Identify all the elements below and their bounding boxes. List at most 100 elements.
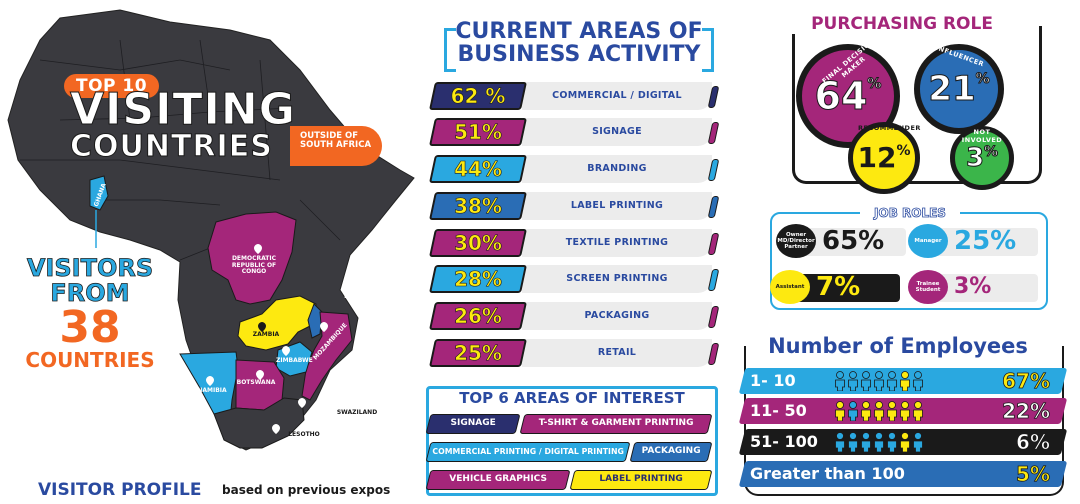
person-icon <box>874 371 884 391</box>
interest-chip-label: LABEL PRINTING <box>599 474 683 484</box>
purchasing-unit: % <box>984 144 999 160</box>
biz-pct: 38% <box>454 194 502 219</box>
employee-pct: 6% <box>1016 430 1051 455</box>
job-role-item: Owner MD/Director Partner 65% <box>776 224 908 258</box>
pin-zimbabwe-icon <box>282 346 290 356</box>
pin-botswana-icon <box>256 370 264 380</box>
biz-pct: 26% <box>454 304 502 329</box>
interest-chip: T-SHIRT & GARMENT PRINTING <box>519 414 713 434</box>
job-role-badge: Trainee Student <box>908 270 948 304</box>
job-role-badge: Manager <box>908 224 948 258</box>
visitors-line4: COUNTRIES <box>25 348 155 373</box>
biz-label: SIGNAGE <box>592 126 642 137</box>
employee-range: 11- 50 <box>750 401 807 420</box>
biz-row: 26% PACKAGING <box>429 302 722 332</box>
purchasing-label: RECOMMENDER <box>858 124 921 132</box>
biz-label: COMMERCIAL / DIGITAL PRINTING <box>552 90 682 129</box>
interest-chip: PACKAGING <box>629 442 713 462</box>
person-icon <box>835 432 845 452</box>
label-drc: DEMOCRATIC REPUBLIC OF CONGO <box>231 255 277 276</box>
mozambique-region <box>301 311 353 401</box>
job-role-value: 65% <box>822 226 885 256</box>
biz-pct-bar: 28% <box>429 265 527 293</box>
label-zambia: ZAMBIA <box>252 331 280 338</box>
biz-pct-bar: 26% <box>429 302 527 330</box>
label-swaziland: SWAZILAND <box>336 409 378 416</box>
label-lesotho: LESOTHO <box>288 431 320 438</box>
label-botswana: BOTSWANA <box>236 379 276 386</box>
purchasing-value: 3 <box>965 143 985 173</box>
biz-row: 62 % COMMERCIAL / DIGITAL PRINTING <box>429 82 722 129</box>
person-icon <box>900 401 910 421</box>
job-role-item: Trainee Student 3% <box>908 270 1042 304</box>
employee-range: Greater than 100 <box>750 464 905 483</box>
based-on-note: based on previous expos <box>222 483 391 497</box>
biz-row: 38% LABEL PRINTING <box>429 192 722 222</box>
person-icon <box>887 371 897 391</box>
job-role-badge: Owner MD/Director Partner <box>776 224 816 258</box>
map-panel: TOP 10 VISITING COUNTRIES OUTSIDE OF SOU… <box>0 0 420 504</box>
purchasing-unit: % <box>867 76 882 92</box>
job-role-item: Manager 25% <box>908 224 1042 258</box>
person-icon <box>861 432 871 452</box>
purchasing-value: 21 <box>928 69 976 109</box>
biz-label: RETAIL <box>597 347 637 358</box>
interest-chip-label: PACKAGING <box>641 446 701 456</box>
employee-row: 11- 50 22% <box>738 398 1068 424</box>
pin-malawi-icon <box>320 322 328 332</box>
visitors-count: 38 <box>59 302 121 354</box>
job-role-value: 7% <box>816 272 861 302</box>
employee-range: 1- 10 <box>750 371 796 390</box>
biz-pct-bar: 62 % <box>429 82 527 110</box>
job-role-value: 25% <box>954 226 1017 256</box>
biz-pct: 30% <box>454 231 502 256</box>
biz-label: BRANDING <box>587 163 647 174</box>
biz-row: 51% SIGNAGE <box>429 118 722 148</box>
biz-pct-bar: 38% <box>429 192 527 220</box>
job-role-badge: Assistant <box>770 270 810 304</box>
biz-row: 28% SCREEN PRINTING <box>429 265 722 295</box>
business-activity-title: CURRENT AREAS OF BUSINESS ACTIVITY <box>444 20 714 66</box>
biz-label: LABEL PRINTING <box>570 200 664 211</box>
job-roles-title: JOB ROLES <box>860 206 960 220</box>
label-zimbabwe: ZIMBABWE <box>276 357 313 364</box>
person-icon <box>900 432 910 452</box>
biz-pct: 25% <box>454 341 502 366</box>
countries-title: COUNTRIES <box>70 129 273 164</box>
south-africa-region <box>213 397 305 449</box>
visiting-title: VISITING <box>70 84 296 135</box>
interest-chip: LABEL PRINTING <box>569 470 713 490</box>
pin-namibia-icon <box>206 376 214 386</box>
malawi-region <box>307 303 323 339</box>
employee-row: Greater than 100 5% <box>738 461 1068 487</box>
person-icon <box>874 432 884 452</box>
person-icon <box>913 432 923 452</box>
biz-row: 25% RETAIL <box>429 339 722 369</box>
visitor-profile-title: VISITOR PROFILE <box>38 480 202 500</box>
person-icon <box>900 371 910 391</box>
label-malawi: MALAWI <box>344 293 372 300</box>
interest-chip-label: T-SHIRT & GARMENT PRINTING <box>538 418 694 428</box>
interest-title: TOP 6 AREAS OF INTEREST <box>459 389 685 407</box>
biz-pct-bar: 51% <box>429 118 527 146</box>
person-icon <box>887 401 897 421</box>
biz-pct-bar: 25% <box>429 339 527 367</box>
employee-pct: 67% <box>1002 369 1051 394</box>
pin-swaziland-icon <box>298 398 306 408</box>
interest-chip: SIGNAGE <box>425 414 521 434</box>
person-icon <box>887 432 897 452</box>
employee-pct: 5% <box>1016 462 1051 487</box>
visitors-line1: VISITORS <box>26 254 154 282</box>
person-icon <box>848 432 858 452</box>
people-icons <box>834 401 924 421</box>
outside-note: OUTSIDE OF SOUTH AFRICA <box>300 131 372 151</box>
person-icon <box>848 401 858 421</box>
people-icons <box>834 432 924 452</box>
employee-row: 51- 100 6% <box>738 429 1068 455</box>
africa-map <box>7 9 415 451</box>
biz-pct: 28% <box>454 267 502 292</box>
pin-zambia-icon <box>258 322 266 332</box>
biz-row: 44% BRANDING <box>429 155 722 185</box>
visitors-stat: VISITORS FROM 38 COUNTRIES <box>20 254 160 373</box>
purchasing-value: 12 <box>857 141 897 174</box>
